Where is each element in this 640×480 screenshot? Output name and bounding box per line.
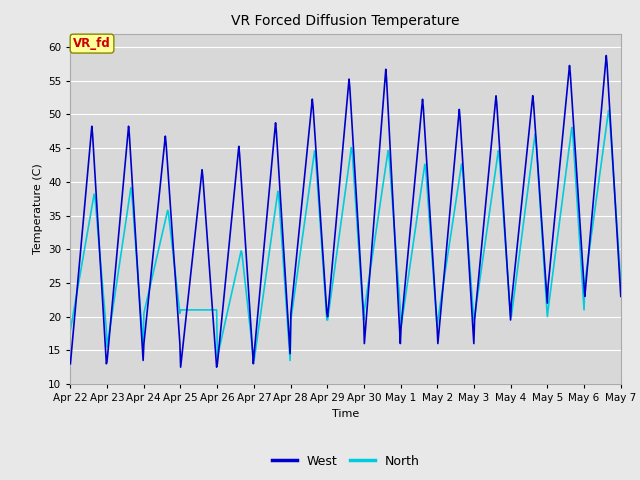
Title: VR Forced Diffusion Temperature: VR Forced Diffusion Temperature bbox=[231, 14, 460, 28]
Legend: West, North: West, North bbox=[266, 450, 425, 473]
X-axis label: Time: Time bbox=[332, 408, 359, 419]
Text: VR_fd: VR_fd bbox=[73, 37, 111, 50]
Y-axis label: Temperature (C): Temperature (C) bbox=[33, 163, 43, 254]
